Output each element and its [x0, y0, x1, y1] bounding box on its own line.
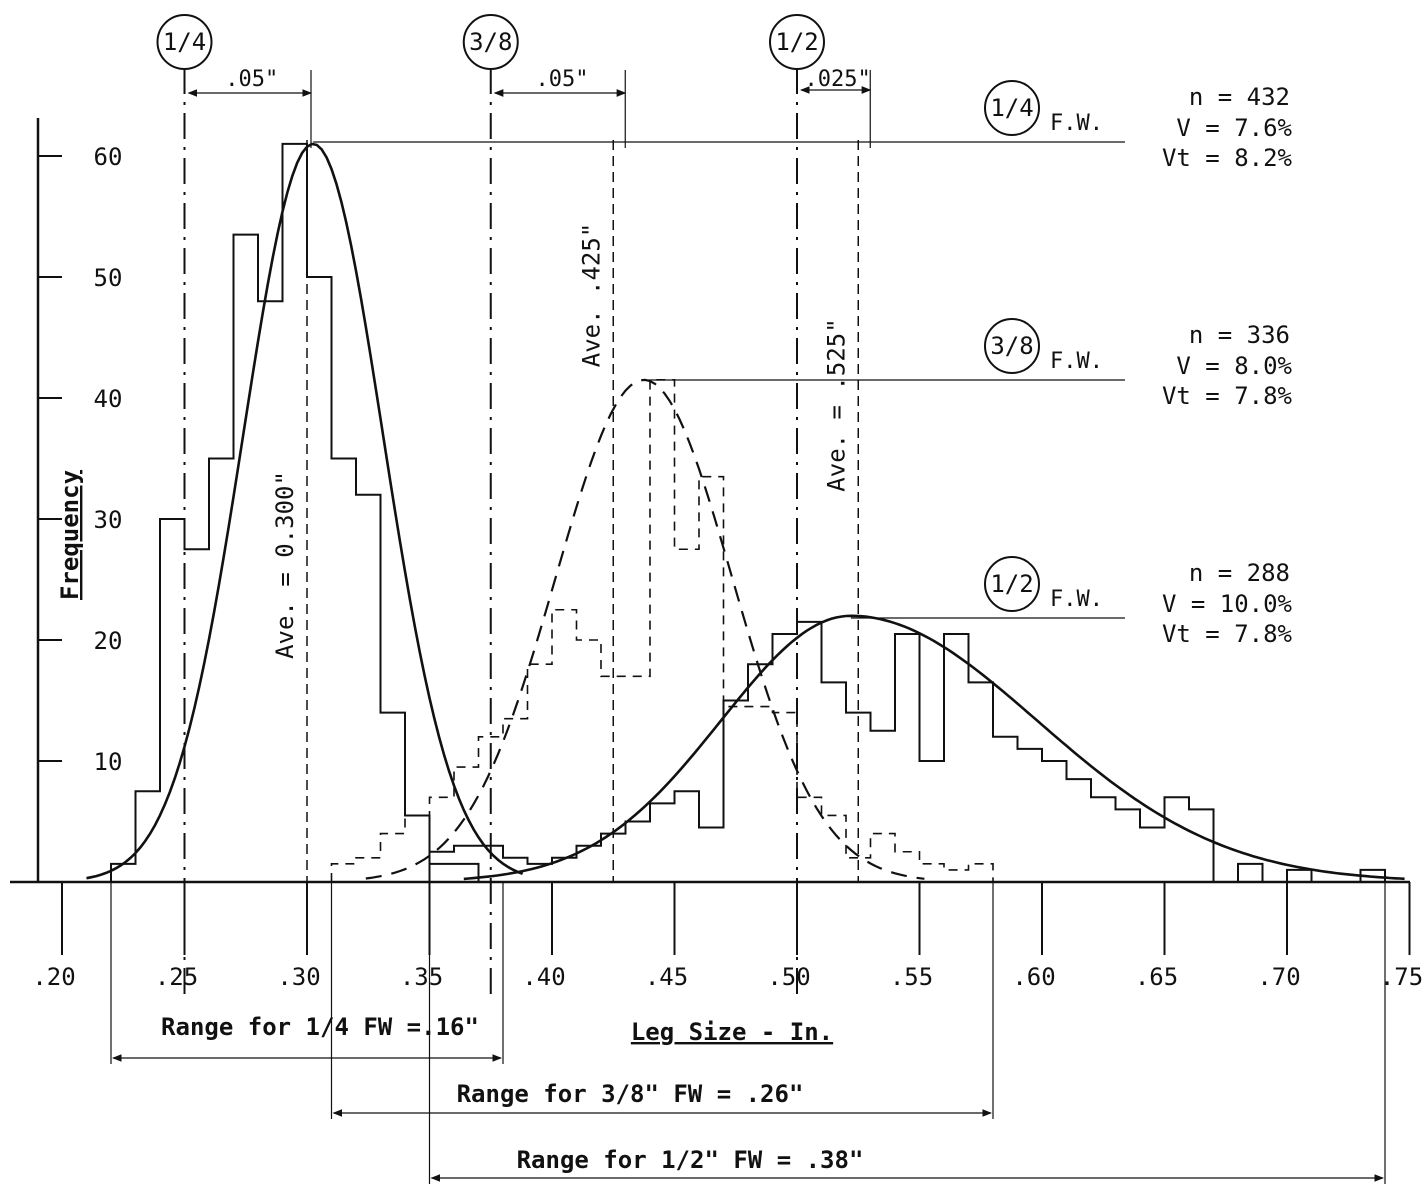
stats-suffix: F.W.: [1050, 349, 1103, 374]
x-tick-label: .50: [767, 963, 810, 991]
x-tick-label: .65: [1135, 963, 1178, 991]
stats-v: V = 7.6%: [1176, 114, 1292, 142]
stats-circle-label: 3/8: [990, 332, 1033, 360]
x-axis-label: Leg Size - In.: [631, 1018, 833, 1046]
range-label: Range for 1/2" FW = .38": [517, 1146, 864, 1174]
stats-circle-label: 1/4: [990, 94, 1033, 122]
curve-1-4: [86, 142, 524, 880]
reference-circle: [769, 14, 825, 70]
reference-lines: 1/4 3/8 1/2: [156, 14, 825, 1000]
average-lines: Ave. = 0.300" Ave. .425" Ave. = .525": [271, 140, 859, 882]
stats-vt: Vt = 7.8%: [1162, 382, 1293, 410]
reference-label: 1/2: [775, 28, 818, 56]
series-stats: 1/4 F.W. n = 432 V = 7.6%Vt = 8.2% 3/8 F.W. n …: [313, 80, 1293, 648]
stats-v: V = 10.0%: [1162, 590, 1293, 618]
stats-suffix: F.W.: [1050, 587, 1103, 612]
x-ticks: .20 .25 .30 .35 .40 .45 .50 .55 .60 .65 .70 .75: [32, 882, 1423, 991]
stats-v: V = 8.0%: [1176, 352, 1292, 380]
offset-label: .05": [536, 67, 589, 92]
y-tick-label: 50: [94, 264, 123, 292]
stats-circle-label: 1/2: [990, 570, 1033, 598]
average-label: Ave. = 0.300": [271, 471, 299, 659]
average-label: Ave. = .525": [822, 318, 850, 491]
offset-label: .05": [225, 67, 278, 92]
x-tick-label: .75: [1380, 963, 1423, 991]
x-tick-label: .40: [522, 963, 565, 991]
range-label: Range for 1/4 FW =.16": [161, 1013, 479, 1041]
x-tick-label: .60: [1012, 963, 1055, 991]
y-tick-label: 40: [94, 385, 123, 413]
stats-n: n = 336: [1189, 321, 1290, 349]
histograms: [110, 142, 1386, 883]
stats-vt: Vt = 7.8%: [1162, 620, 1293, 648]
offset-label: .025": [805, 67, 871, 92]
range-label: Range for 3/8" FW = .26": [457, 1080, 804, 1108]
x-tick-label: .55: [890, 963, 933, 991]
x-tick-label: .25: [155, 963, 198, 991]
stats-circle: [984, 318, 1040, 374]
stats-circle: [984, 556, 1040, 612]
reference-label: 1/4: [163, 28, 206, 56]
stats-n: n = 288: [1189, 559, 1290, 587]
range-dimensions: Range for 1/4 FW =.16" Range for 3/8" FW …: [110, 882, 1386, 1184]
offset-dimensions: .05" .05" .025": [187, 67, 872, 148]
average-label: Ave. .425": [577, 223, 605, 368]
y-tick-label: 10: [94, 748, 123, 776]
x-tick-label: .45: [645, 963, 688, 991]
curve-1-2: [463, 614, 1405, 881]
stats-suffix: F.W.: [1050, 111, 1103, 136]
stats-vt: Vt = 8.2%: [1162, 144, 1293, 172]
y-ticks: 10 20 30 40 50 60: [38, 143, 122, 776]
y-tick-label: 30: [94, 506, 123, 534]
stats-circle: [984, 80, 1040, 136]
stats-n: n = 432: [1189, 83, 1290, 111]
histogram-1-2: [428, 620, 1386, 883]
y-tick-label: 60: [94, 143, 123, 171]
axes-group: 10 20 30 40 50 60 .20 .25 .30 .35 .40 .45 .50 .55 .60…: [10, 118, 1423, 991]
x-tick-label: .20: [32, 963, 75, 991]
reference-circle: [156, 14, 213, 70]
y-axis-label: Frequency: [56, 470, 84, 600]
x-tick-label: .30: [277, 963, 320, 991]
reference-label: 3/8: [469, 28, 512, 56]
histogram-3-8: [330, 379, 994, 882]
x-tick-label: .70: [1257, 963, 1300, 991]
x-tick-label: .35: [400, 963, 443, 991]
reference-circle: [462, 14, 519, 70]
y-tick-label: 20: [94, 627, 123, 655]
